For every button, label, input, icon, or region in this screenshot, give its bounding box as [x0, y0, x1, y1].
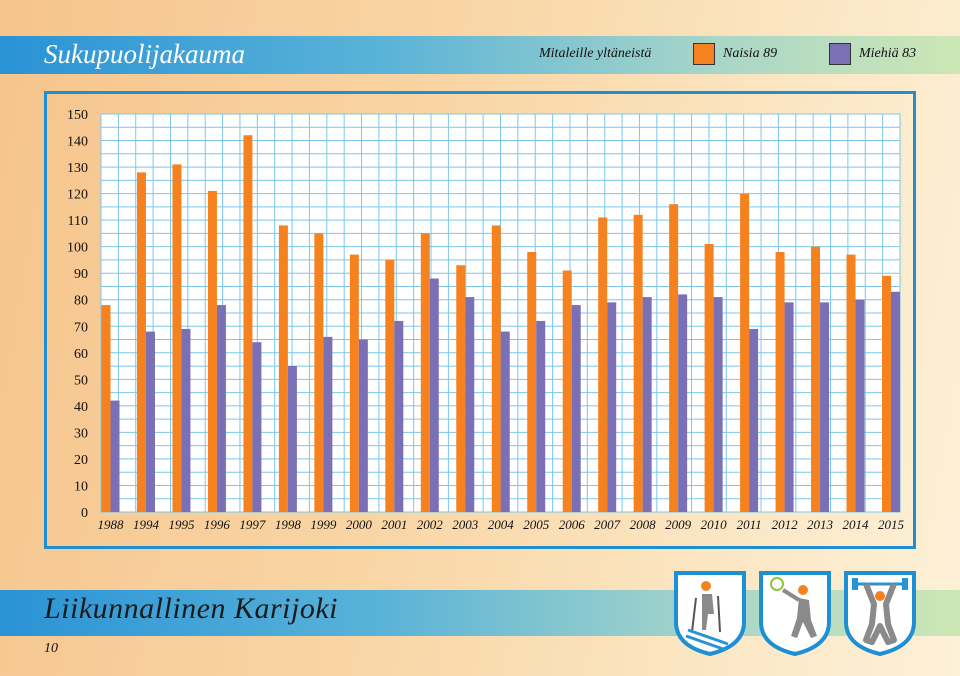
x-tick-label: 2002	[417, 517, 444, 532]
bar-men	[713, 297, 723, 512]
skier-icon	[674, 571, 746, 656]
bar-women	[314, 233, 324, 512]
bar-men	[820, 302, 830, 512]
bar-women	[669, 204, 679, 513]
bar-women	[704, 244, 714, 512]
bar-women	[349, 254, 359, 513]
bar-men	[287, 366, 297, 512]
bar-men	[216, 305, 226, 512]
x-tick-label: 1995	[168, 517, 195, 532]
bar-women	[278, 225, 288, 512]
y-tick-label: 100	[67, 241, 88, 256]
x-tick-label: 2008	[630, 517, 657, 532]
x-tick-label: 2006	[559, 517, 586, 532]
x-tick-label: 1999	[310, 517, 337, 532]
bar-men	[394, 320, 404, 512]
y-tick-label: 50	[74, 373, 88, 388]
y-tick-label: 150	[67, 108, 88, 123]
x-tick-label: 2009	[665, 517, 692, 532]
bar-women	[633, 214, 643, 512]
bar-women	[598, 217, 608, 513]
bar-women	[101, 305, 111, 512]
x-tick-label: 2004	[488, 517, 515, 532]
bar-women	[527, 251, 537, 512]
bar-women	[811, 246, 821, 512]
x-tick-label: 2012	[772, 517, 799, 532]
weightlifter-icon	[844, 571, 916, 656]
legend-caption: Mitaleille yltäneistä	[539, 46, 652, 61]
bar-women	[207, 190, 217, 513]
x-tick-label: 2010	[701, 517, 728, 532]
y-tick-label: 70	[74, 320, 88, 335]
y-tick-label: 140	[67, 135, 88, 150]
x-tick-label: 1988	[98, 517, 125, 532]
bar-women	[491, 225, 501, 512]
bar-women	[740, 193, 750, 512]
y-tick-label: 60	[74, 347, 88, 362]
page-number: 10	[44, 641, 58, 656]
x-tick-label: 2007	[594, 517, 621, 532]
bar-men	[145, 331, 155, 512]
chart-frame	[44, 91, 916, 549]
bar-men	[749, 328, 759, 512]
x-tick-label: 1996	[204, 517, 231, 532]
bar-women	[385, 259, 395, 512]
bar-women	[136, 172, 146, 512]
bar-men	[571, 305, 581, 512]
bar-men	[642, 297, 652, 512]
bar-women	[775, 251, 785, 512]
y-tick-label: 10	[74, 479, 88, 494]
legend-swatch-men	[829, 43, 851, 65]
bar-men	[891, 291, 900, 512]
y-tick-label: 20	[74, 453, 88, 468]
header-band	[0, 36, 960, 74]
x-tick-label: 1997	[239, 517, 266, 532]
bar-women	[846, 254, 856, 513]
x-tick-label: 2011	[737, 517, 762, 532]
bar-men	[110, 400, 120, 512]
x-tick-label: 2001	[381, 517, 407, 532]
y-tick-label: 110	[68, 214, 88, 229]
bar-women	[420, 233, 430, 512]
bar-men	[465, 297, 475, 512]
bar-men	[784, 302, 794, 512]
x-tick-label: 1998	[275, 517, 302, 532]
runner-icon	[759, 571, 831, 656]
x-tick-label: 2015	[878, 517, 905, 532]
legend-swatch-women	[693, 43, 715, 65]
x-tick-label: 1994	[133, 517, 160, 532]
bar-women	[243, 135, 253, 512]
bar-men	[607, 302, 617, 512]
bar-men	[678, 294, 688, 512]
bar-men	[358, 339, 368, 512]
legend-label-men: Miehiä 83	[859, 46, 917, 61]
bar-men	[252, 342, 262, 512]
bar-women	[882, 275, 891, 512]
y-tick-label: 40	[74, 400, 88, 415]
bar-men	[500, 331, 510, 512]
x-tick-label: 2013	[807, 517, 834, 532]
legend-label-women: Naisia 89	[723, 46, 778, 61]
bar-men	[429, 278, 439, 512]
y-tick-label: 90	[74, 267, 88, 282]
page-title: Sukupuolijakauma	[44, 39, 245, 69]
x-tick-label: 2000	[346, 517, 373, 532]
bar-women	[456, 265, 466, 512]
y-tick-label: 0	[81, 506, 88, 521]
x-tick-label: 2003	[452, 517, 479, 532]
bar-men	[323, 336, 333, 512]
y-tick-label: 30	[74, 426, 88, 441]
bar-men	[855, 299, 865, 512]
y-tick-label: 80	[74, 294, 88, 309]
bar-men	[181, 328, 191, 512]
x-tick-label: 2005	[523, 517, 550, 532]
bar-women	[562, 270, 572, 512]
footer-title: Liikunnallinen Karijoki	[44, 592, 338, 625]
y-tick-label: 120	[67, 188, 88, 203]
y-tick-label: 130	[67, 161, 88, 176]
bar-men	[536, 320, 546, 512]
x-tick-label: 2014	[843, 517, 870, 532]
bar-women	[172, 164, 182, 512]
